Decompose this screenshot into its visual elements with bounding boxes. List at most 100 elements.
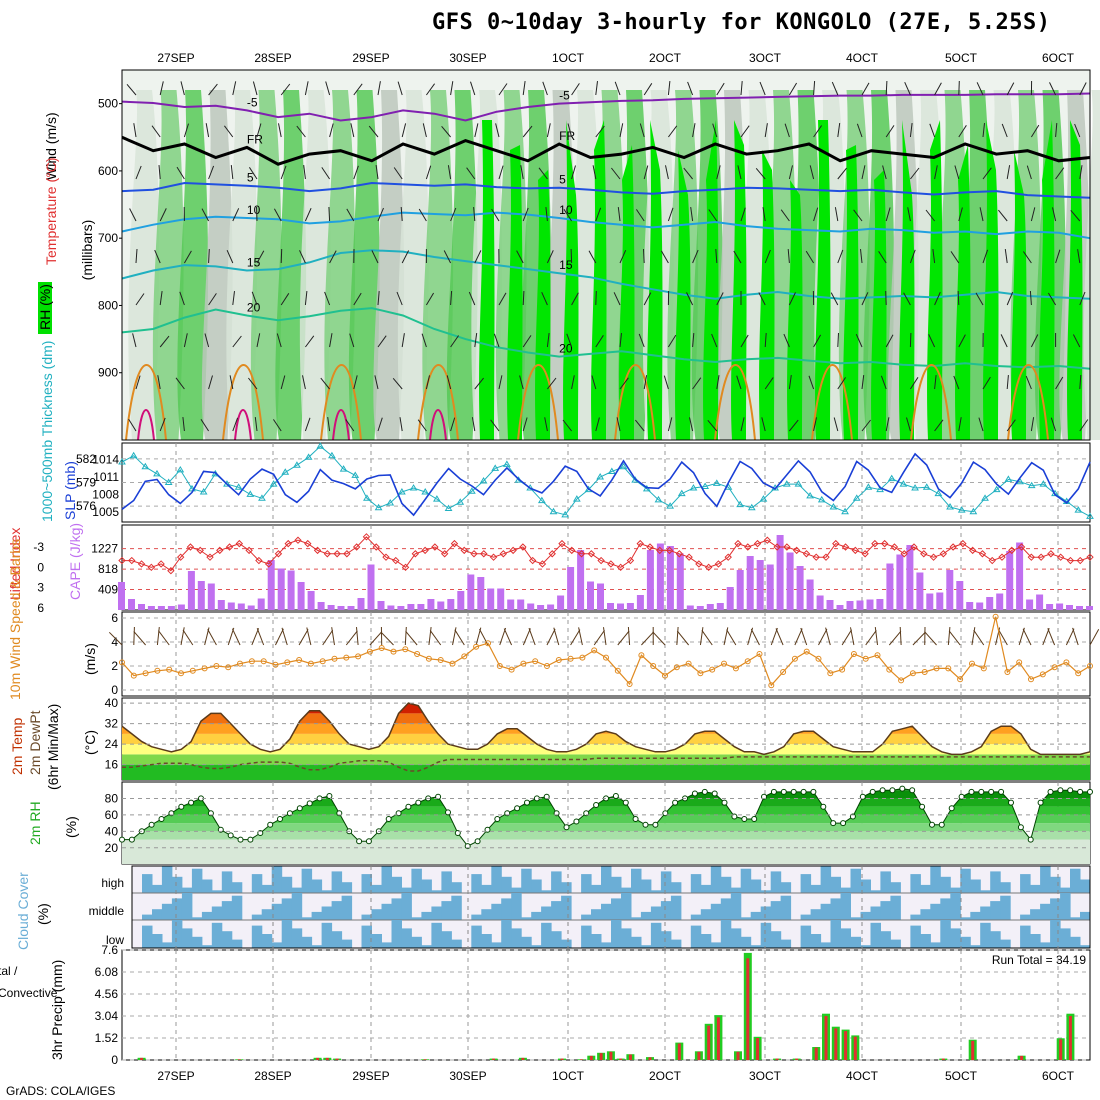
warm-contour [811,364,853,441]
wind-speed-point [567,655,574,662]
cape-bar [347,606,355,610]
thickness-point [316,442,325,449]
wind-barb [545,207,548,222]
cloud-bar [561,895,572,920]
cloud-bar [730,887,742,893]
cloud-bar [710,942,722,948]
wind-barb [570,248,573,264]
wind-barb [393,167,403,180]
lifted-index-point [577,550,586,558]
date-label-bottom: 6OCT [1042,1069,1075,1083]
wind-barb [447,165,452,180]
cloud-bar [800,914,812,920]
cape-bar [826,600,834,610]
lifted-index-point [489,553,498,561]
cape-bar [776,535,784,610]
thickness-point [759,495,768,502]
wind-barb [377,81,381,96]
surface-wind-barb [1089,629,1100,646]
thickness-point [164,478,173,486]
warm-contour [1007,364,1049,441]
wind-barb [595,417,600,432]
surface-wind-barb [133,626,135,646]
surface-wind-barb [522,628,531,646]
lifted-index-point [362,533,371,541]
cloud-bar [501,876,512,893]
cape-bar [1056,603,1064,610]
wind-barb [446,375,452,390]
wind-barb [1030,334,1039,348]
precip-axis-label: 3hr Precip (mm) [49,960,65,1060]
thickness-point [992,485,1001,493]
wind-speed-point [178,670,184,677]
cloud-bar [780,939,792,948]
lifted-index-point [480,550,488,558]
rh-point [1087,788,1093,795]
surface-wind-barb [298,629,309,646]
rh-point [879,787,886,794]
wind-speed-point [496,663,503,669]
wind-speed-point [437,657,444,663]
cloud-bar [980,906,991,920]
lifted-index-point [235,539,244,548]
lifted-index-point [607,560,615,568]
cloud-bar [621,928,632,948]
wind-barb [928,334,936,348]
cape-bar [407,604,415,610]
cloud-bar [171,876,183,893]
cloud-bar [1000,882,1011,893]
lifted-index-point [167,567,175,575]
wind-barb [663,375,669,390]
wind-barb [665,165,669,180]
cloud-row-label: middle [89,904,125,918]
wind-barb [638,333,645,348]
wind-barb [401,123,407,138]
wind-barb [643,248,645,264]
cloud-bar [371,909,382,920]
wind-barb [1030,124,1040,138]
rh-band [122,814,1090,824]
cloud-bar [920,884,931,893]
cloud-bar [660,901,672,920]
wind-barb [1025,375,1032,390]
isotherm-line [121,181,1091,199]
lifted-index-line [122,536,1091,572]
rh-band [122,823,1090,832]
rh-band [122,806,1090,815]
cloud-bar [311,879,323,893]
cape-bar [1046,604,1054,610]
cape-bar [317,602,325,610]
thickness-point [258,494,266,501]
wind-barb [788,292,796,306]
lifted-index-point [685,553,693,561]
wind-barb [159,335,170,348]
wind-barb [154,249,161,264]
wind-barb [788,375,792,390]
surface-wind-barb [899,626,902,646]
thickness-point [363,494,371,501]
cape-bar [277,568,285,610]
wind-barb [329,123,334,138]
rh-point [672,799,679,806]
cloud-bar [970,879,981,893]
lifted-index-point [724,553,732,561]
surface-wind-barb [345,630,358,646]
cloud-unit-label: (%) [35,903,51,925]
thickness-point [689,484,698,491]
cloud-bar [511,893,522,920]
wind-barb [374,375,379,390]
wind-barb [740,125,750,138]
cape-bar [686,605,694,610]
wind-barb [541,291,548,306]
wind-speed-point [909,670,916,677]
surface-wind-barb [182,629,194,646]
temp-tick-label: 32 [105,717,119,731]
thickness-point [946,502,954,510]
wind-barb [425,375,430,390]
wind-speed-point [862,655,869,662]
cloud-bar [730,893,742,920]
wind-speed-point [390,648,397,655]
wind-barb [346,208,355,222]
surface-wind-barb [156,627,160,646]
wind-barb [813,125,823,138]
